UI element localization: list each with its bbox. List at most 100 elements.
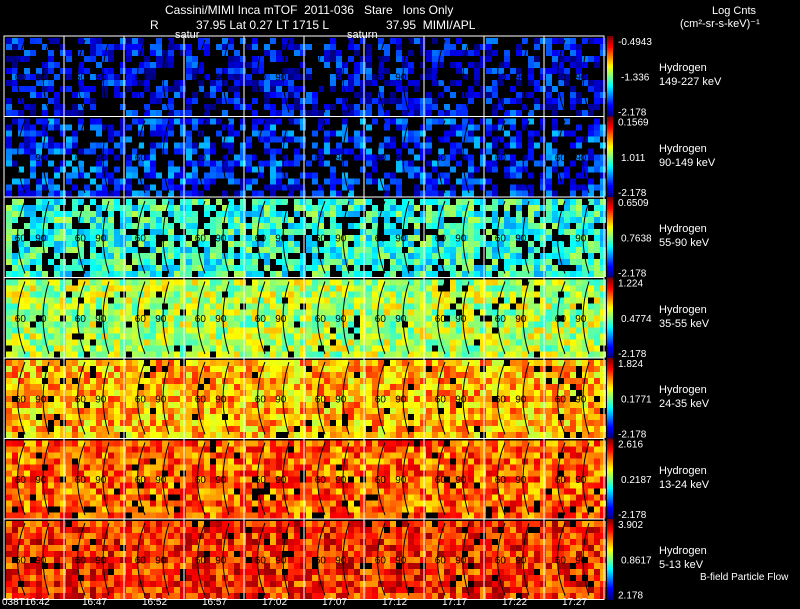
heatmap-pixel	[372, 378, 378, 384]
heatmap-pixel	[426, 271, 432, 277]
heatmap-pixel	[480, 118, 486, 125]
heatmap-pixel	[156, 426, 162, 432]
heatmap-pixel	[366, 285, 372, 292]
heatmap-pixel	[234, 62, 240, 68]
heatmap-pixel	[180, 110, 186, 116]
heatmap-pixel	[42, 321, 48, 328]
heatmap-pixel	[270, 190, 276, 197]
heatmap-pixel	[336, 366, 342, 372]
heatmap-pixel	[276, 384, 282, 390]
heatmap-pixel	[240, 402, 246, 408]
heatmap-pixel	[216, 217, 222, 223]
orbit-r-label: R	[150, 18, 159, 32]
heatmap-pixel	[384, 172, 390, 179]
heatmap-pixel	[438, 297, 444, 304]
heatmap-pixel	[6, 154, 12, 161]
heatmap-pixel	[24, 333, 30, 340]
heatmap-pixel	[222, 160, 228, 167]
heatmap-pixel	[420, 217, 426, 223]
heatmap-pixel	[444, 297, 450, 304]
heatmap-pixel	[42, 205, 48, 211]
heatmap-pixel	[336, 291, 342, 298]
heatmap-pixel	[330, 178, 336, 185]
heatmap-pixel	[474, 62, 480, 68]
heatmap-pixel	[534, 62, 540, 68]
heatmap-pixel	[576, 265, 582, 271]
heatmap-pixel	[294, 396, 300, 402]
heatmap-pixel	[540, 217, 546, 223]
heatmap-pixel	[210, 172, 216, 179]
heatmap-pixel	[186, 279, 192, 286]
heatmap-pixel	[384, 402, 390, 408]
heatmap-pixel	[372, 414, 378, 420]
heatmap-pixel	[66, 285, 72, 292]
heatmap-pixel	[288, 372, 294, 378]
heatmap-pixel	[480, 271, 486, 277]
heatmap-pixel	[312, 327, 318, 334]
heatmap-pixel	[348, 80, 354, 86]
contour-line	[317, 200, 326, 274]
heatmap-pixel	[30, 92, 36, 98]
heatmap-pixel	[108, 309, 114, 316]
heatmap-pixel	[102, 154, 108, 161]
heatmap-pixel	[558, 160, 564, 167]
heatmap-pixel	[270, 378, 276, 384]
heatmap-pixel	[402, 303, 408, 310]
heatmap-pixel	[114, 402, 120, 408]
heatmap-pixel	[390, 271, 396, 277]
heatmap-pixel	[138, 253, 144, 259]
heatmap-pixel	[414, 154, 420, 161]
heatmap-pixel	[162, 217, 168, 223]
heatmap-pixel	[126, 160, 132, 167]
contour-line	[77, 200, 86, 274]
heatmap-pixel	[540, 291, 546, 298]
heatmap-pixel	[402, 166, 408, 173]
heatmap-pixel	[336, 384, 342, 390]
heatmap-pixel	[126, 402, 132, 408]
heatmap-pixel	[216, 408, 222, 414]
heatmap-pixel	[60, 390, 66, 396]
contour-label: 60	[15, 233, 27, 244]
heatmap-pixel	[540, 38, 546, 44]
heatmap-pixel	[336, 396, 342, 402]
heatmap-pixel	[330, 80, 336, 86]
heatmap-pixel	[168, 408, 174, 414]
heatmap-pixel	[312, 247, 318, 253]
heatmap-pixel	[516, 327, 522, 334]
heatmap-pixel	[120, 136, 126, 143]
heatmap-pixel	[336, 259, 342, 265]
heatmap-pixel	[462, 74, 468, 80]
heatmap-pixel	[390, 259, 396, 265]
heatmap-pixel	[372, 291, 378, 298]
heatmap-pixel	[198, 309, 204, 316]
heatmap-pixel	[234, 372, 240, 378]
heatmap-pixel	[120, 62, 126, 68]
heatmap-pixel	[318, 271, 324, 277]
heatmap-pixel	[240, 253, 246, 259]
heatmap-pixel	[282, 265, 288, 271]
heatmap-pixel	[306, 360, 312, 366]
heatmap-pixel	[126, 309, 132, 316]
heatmap-pixel	[426, 50, 432, 56]
heatmap-pixel	[288, 285, 294, 292]
heatmap-pixel	[426, 327, 432, 334]
heatmap-pixel	[342, 241, 348, 247]
heatmap-pixel	[222, 432, 228, 438]
heatmap-pixel	[390, 235, 396, 241]
heatmap-pixel	[84, 297, 90, 304]
heatmap-pixel	[24, 402, 30, 408]
heatmap-pixel	[390, 205, 396, 211]
heatmap-pixel	[60, 199, 66, 205]
heatmap-pixel	[552, 38, 558, 44]
heatmap-pixel	[396, 205, 402, 211]
heatmap-pixel	[276, 80, 282, 86]
heatmap-pixel	[282, 426, 288, 432]
heatmap-pixel	[564, 223, 570, 229]
heatmap-pixel	[96, 38, 102, 44]
heatmap-pixel	[258, 199, 264, 205]
heatmap-pixel	[510, 142, 516, 149]
heatmap-pixel	[276, 136, 282, 143]
contour-line	[282, 120, 290, 194]
heatmap-pixel	[366, 124, 372, 131]
colorbar-segment	[607, 317, 613, 321]
